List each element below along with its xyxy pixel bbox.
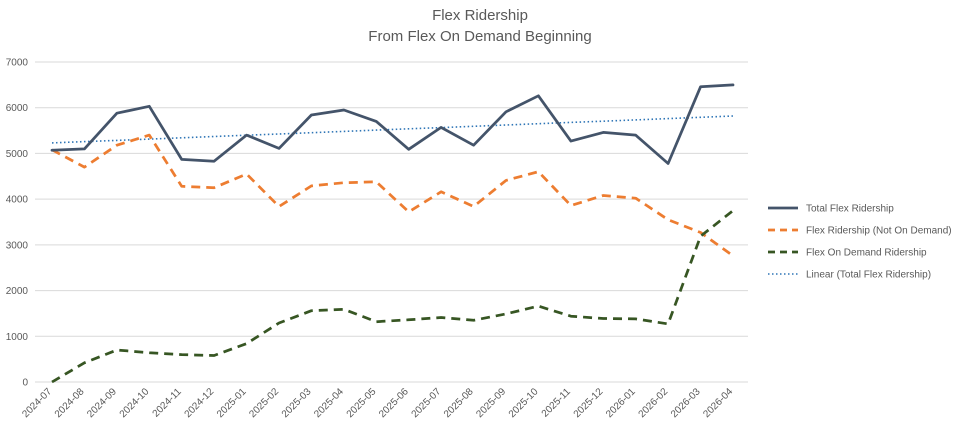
x-tick-label: 2024-08 — [53, 386, 87, 420]
y-axis-ticks: 0 1000 2000 3000 4000 5000 6000 7000 — [6, 58, 29, 389]
x-tick-label: 2024-11 — [151, 386, 185, 420]
y-tick-label: 5000 — [6, 149, 29, 160]
legend-label: Linear (Total Flex Ridership) — [806, 270, 931, 281]
legend-label: Total Flex Ridership — [806, 204, 894, 215]
legend-label: Flex Ridership (Not On Demand) — [806, 226, 952, 237]
series-line-1 — [51, 133, 734, 257]
x-tick-label: 2025-07 — [410, 386, 444, 420]
x-tick-label: 2025-08 — [442, 386, 476, 420]
chart-title: Flex Ridership — [432, 7, 528, 24]
series-line-2 — [51, 209, 734, 384]
series-line-0 — [50, 83, 735, 165]
y-tick-label: 3000 — [6, 240, 29, 251]
x-tick-label: 2025-01 — [215, 386, 249, 420]
x-tick-label: 2025-06 — [377, 386, 411, 420]
x-tick-label: 2025-02 — [247, 386, 281, 420]
x-tick-label: 2024-12 — [183, 386, 217, 420]
legend: Total Flex Ridership Flex Ridership (Not … — [768, 204, 952, 281]
y-tick-label: 4000 — [6, 195, 29, 206]
x-tick-label: 2025-05 — [345, 386, 379, 420]
x-tick-label: 2026-02 — [637, 386, 671, 420]
x-tick-label: 2025-12 — [572, 386, 606, 420]
x-tick-label: 2026-01 — [604, 386, 638, 420]
series-lines — [50, 83, 735, 384]
gridlines — [35, 61, 748, 383]
x-tick-label: 2025-04 — [312, 386, 346, 420]
x-tick-label: 2025-03 — [280, 386, 314, 420]
x-tick-label: 2024-07 — [20, 386, 54, 420]
x-tick-label: 2025-10 — [507, 386, 541, 420]
x-tick-label: 2025-11 — [540, 386, 574, 420]
x-tick-label: 2024-10 — [118, 386, 152, 420]
legend-label: Flex On Demand Ridership — [806, 248, 927, 259]
x-tick-label: 2026-04 — [701, 386, 735, 420]
x-tick-label: 2024-09 — [85, 386, 119, 420]
y-tick-label: 6000 — [6, 103, 29, 114]
y-tick-label: 1000 — [6, 332, 29, 343]
x-tick-label: 2025-09 — [474, 386, 508, 420]
y-tick-label: 7000 — [6, 58, 29, 69]
y-tick-label: 2000 — [6, 286, 29, 297]
x-tick-label: 2026-03 — [669, 386, 703, 420]
y-tick-label: 0 — [22, 378, 28, 389]
chart-subtitle: From Flex On Demand Beginning — [368, 28, 591, 45]
series-line-3 — [51, 115, 734, 144]
